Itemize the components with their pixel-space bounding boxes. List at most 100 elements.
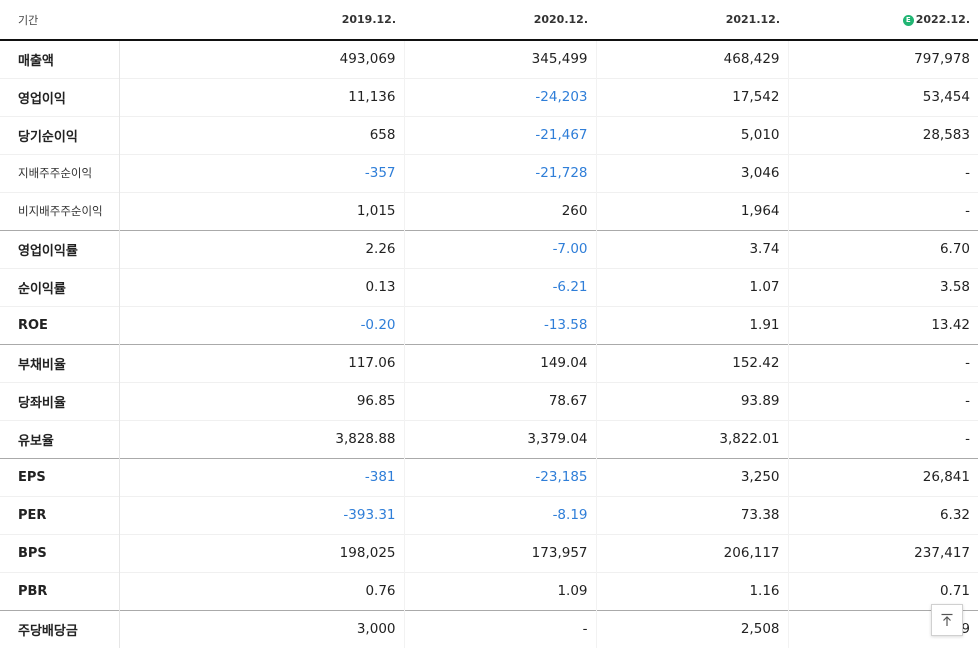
row-label: PER (0, 495, 120, 534)
value-cell: 6.32 (788, 495, 978, 534)
value-cell: 1.09 (404, 571, 597, 610)
value-cell: 149.04 (404, 343, 597, 382)
row-label: 매출액 (0, 39, 120, 78)
value-cell: -7.00 (404, 229, 597, 268)
period-header-label: 기간 (0, 0, 119, 41)
value-cell: 0.76 (119, 571, 405, 610)
value-cell: -8.19 (404, 495, 597, 534)
period-header-2022: E 2022.12. (788, 0, 978, 41)
value-cell: 468,429 (596, 39, 789, 78)
table-row: PBR 0.76 1.09 1.16 0.71 (0, 571, 978, 610)
value-cell: - (404, 609, 597, 648)
value-cell: 1,964 (596, 191, 789, 230)
value-cell: -21,728 (404, 153, 597, 192)
value-cell: -6.21 (404, 267, 597, 306)
value-cell: 237,417 (788, 533, 978, 572)
value-cell: 3,828.88 (119, 419, 405, 458)
row-label: 당기순이익 (0, 115, 120, 154)
table-row: 당기순이익 658 -21,467 5,010 28,583 (0, 115, 978, 154)
value-cell: 53,454 (788, 77, 978, 116)
table-row: 유보율 3,828.88 3,379.04 3,822.01- (0, 419, 978, 458)
row-label: EPS (0, 457, 120, 496)
table-row: 지배주주순이익 -357 -21,728 3,046- (0, 153, 978, 192)
row-label: 유보율 (0, 419, 120, 458)
row-label: BPS (0, 533, 120, 572)
value-cell: 117.06 (119, 343, 405, 382)
value-cell: 3,046 (596, 153, 789, 192)
header-row: 기간 2019.12. 2020.12. 2021.12. E 2022.12. (0, 0, 978, 41)
value-cell: 658 (119, 115, 405, 154)
value-cell: 260 (404, 191, 597, 230)
value-cell: - (788, 381, 978, 420)
value-cell: -23,185 (404, 457, 597, 496)
value-cell: -21,467 (404, 115, 597, 154)
value-cell: -0.20 (119, 305, 405, 344)
value-cell: 3,000 (119, 609, 405, 648)
value-cell: -381 (119, 457, 405, 496)
value-cell: 6.70 (788, 229, 978, 268)
table-row: ROE -0.20 -13.58 1.91 13.42 (0, 305, 978, 344)
row-label: ROE (0, 305, 120, 344)
value-cell: 206,117 (596, 533, 789, 572)
table-row: 매출액 493,069 345,499 468,429 797,978 (0, 39, 978, 78)
value-cell: -357 (119, 153, 405, 192)
value-cell: 93.89 (596, 381, 789, 420)
value-cell: 797,978 (788, 39, 978, 78)
value-cell: 1,015 (119, 191, 405, 230)
value-cell: 152.42 (596, 343, 789, 382)
row-label: 부채비율 (0, 343, 120, 382)
value-cell: 1.91 (596, 305, 789, 344)
arrow-up-to-top-icon (941, 613, 953, 626)
value-cell: 2.26 (119, 229, 405, 268)
table-row: 영업이익 11,136 -24,203 17,542 53,454 (0, 77, 978, 116)
table-row: PER -393.31 -8.19 73.38 6.32 (0, 495, 978, 534)
value-cell: 1.16 (596, 571, 789, 610)
table-row: 당좌비율 96.85 78.67 93.89- (0, 381, 978, 420)
value-cell: 173,957 (404, 533, 597, 572)
table-row: 영업이익률 2.26 -7.00 3.74 6.70 (0, 229, 978, 268)
value-cell: 1.07 (596, 267, 789, 306)
row-label: 주당배당금 (0, 609, 120, 648)
value-cell: 0.13 (119, 267, 405, 306)
table-row: BPS 198,025 173,957 206,117 237,417 (0, 533, 978, 572)
value-cell: 96.85 (119, 381, 405, 420)
value-cell: - (788, 191, 978, 230)
table-row: 순이익률 0.13 -6.21 1.07 3.58 (0, 267, 978, 306)
value-cell: 3.74 (596, 229, 789, 268)
period-header-2020: 2020.12. (404, 0, 596, 41)
period-header-2021: 2021.12. (596, 0, 788, 41)
value-cell: 11,136 (119, 77, 405, 116)
value-cell: 5,010 (596, 115, 789, 154)
table-body: 매출액 493,069 345,499 468,429 797,978 영업이익 11,13… (0, 39, 978, 648)
table-row: 부채비율 117.06 149.04 152.42- (0, 343, 978, 382)
value-cell: - (788, 153, 978, 192)
row-label: 비지배주주순이익 (0, 191, 120, 230)
value-cell: 345,499 (404, 39, 597, 78)
row-label: PBR (0, 571, 120, 610)
value-cell: 3.58 (788, 267, 978, 306)
period-header-2022-label: 2022.12. (915, 13, 970, 26)
row-label: 영업이익률 (0, 229, 120, 268)
value-cell: 3,822.01 (596, 419, 789, 458)
value-cell: -393.31 (119, 495, 405, 534)
row-label: 순이익률 (0, 267, 120, 306)
table-row: EPS -381 -23,185 3,250 26,841 (0, 457, 978, 496)
value-cell: 26,841 (788, 457, 978, 496)
value-cell: 28,583 (788, 115, 978, 154)
value-cell: -24,203 (404, 77, 597, 116)
value-cell: 17,542 (596, 77, 789, 116)
scroll-to-top-button[interactable] (931, 604, 963, 636)
value-cell: 0.71 (788, 571, 978, 610)
row-label: 영업이익 (0, 77, 120, 116)
value-cell: 493,069 (119, 39, 405, 78)
row-label: 지배주주순이익 (0, 153, 120, 192)
value-cell: -13.58 (404, 305, 597, 344)
estimate-badge-icon: E (902, 15, 914, 26)
value-cell: - (788, 419, 978, 458)
value-cell: - (788, 343, 978, 382)
value-cell: 3,379.04 (404, 419, 597, 458)
row-label: 당좌비율 (0, 381, 120, 420)
value-cell: 3,250 (596, 457, 789, 496)
